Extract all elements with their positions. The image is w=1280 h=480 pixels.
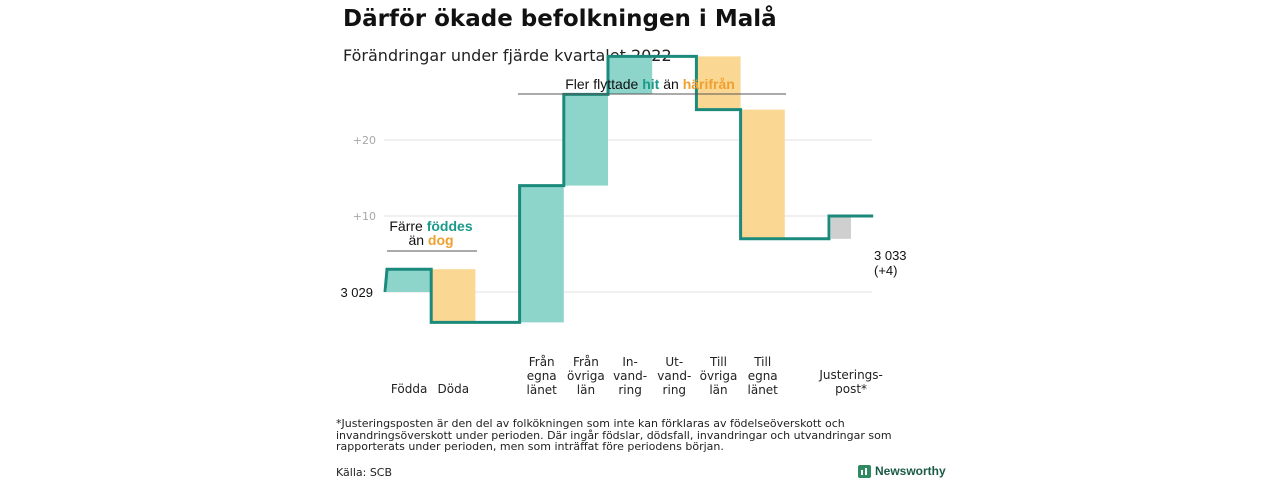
bar-Till egna länet [740,109,785,239]
category-label: ring [618,383,642,397]
category-label: övriga [567,369,605,383]
bar-Invandring [608,56,653,95]
bar-Justeringspost* [831,216,851,239]
annotation-births-line1: Färre föddes [389,218,472,234]
y-tick-label: +10 [353,210,376,223]
end-change-label: (+4) [874,263,897,278]
category-label: länet [748,383,779,397]
category-label: Från [529,355,555,369]
brand-name: Newsworthy [875,464,946,478]
category-label: Ut- [665,355,683,369]
bar-chart-icon [858,464,871,478]
bar-Födda [387,269,432,292]
bar-Från egna länet [519,185,564,323]
category-label: övriga [700,369,738,383]
category-label: In- [622,355,637,369]
footnote: *Justeringsposten är den del av folkökni… [336,417,892,453]
category-label: län [709,383,727,397]
category-label: vand- [657,369,691,383]
bar-Till övriga län [696,56,741,110]
end-value-label: 3 033 [874,248,907,263]
chart-subtitle: Förändringar under fjärde kvartalet 2022 [343,46,672,65]
annotation-migration: Fler flyttade hit än härifrån [565,76,735,92]
y-tick-label: +20 [353,134,376,147]
category-label: länet [527,383,558,397]
source-label: Källa: SCB [336,466,393,479]
category-label: Från [573,355,599,369]
category-label: Till [709,355,727,369]
newsworthy-logo: Newsworthy [858,464,946,478]
category-label: Till [753,355,771,369]
bar-Döda [431,269,476,323]
annotation-births-line2: än dog [408,232,453,248]
category-label: ring [663,383,687,397]
start-value-label: 3 029 [340,285,373,300]
category-label: Döda [438,382,470,396]
chart-title: Därför ökade befolkningen i Malå [343,6,777,32]
category-label: Födda [391,382,427,396]
category-label: Justerings- [818,368,883,382]
category-label: egna [748,369,778,383]
category-label: vand- [613,369,647,383]
category-label: egna [527,369,557,383]
population-step-line [383,54,874,324]
bar-Från övriga län [563,94,608,186]
category-label: post* [835,382,867,396]
category-label: län [577,383,595,397]
